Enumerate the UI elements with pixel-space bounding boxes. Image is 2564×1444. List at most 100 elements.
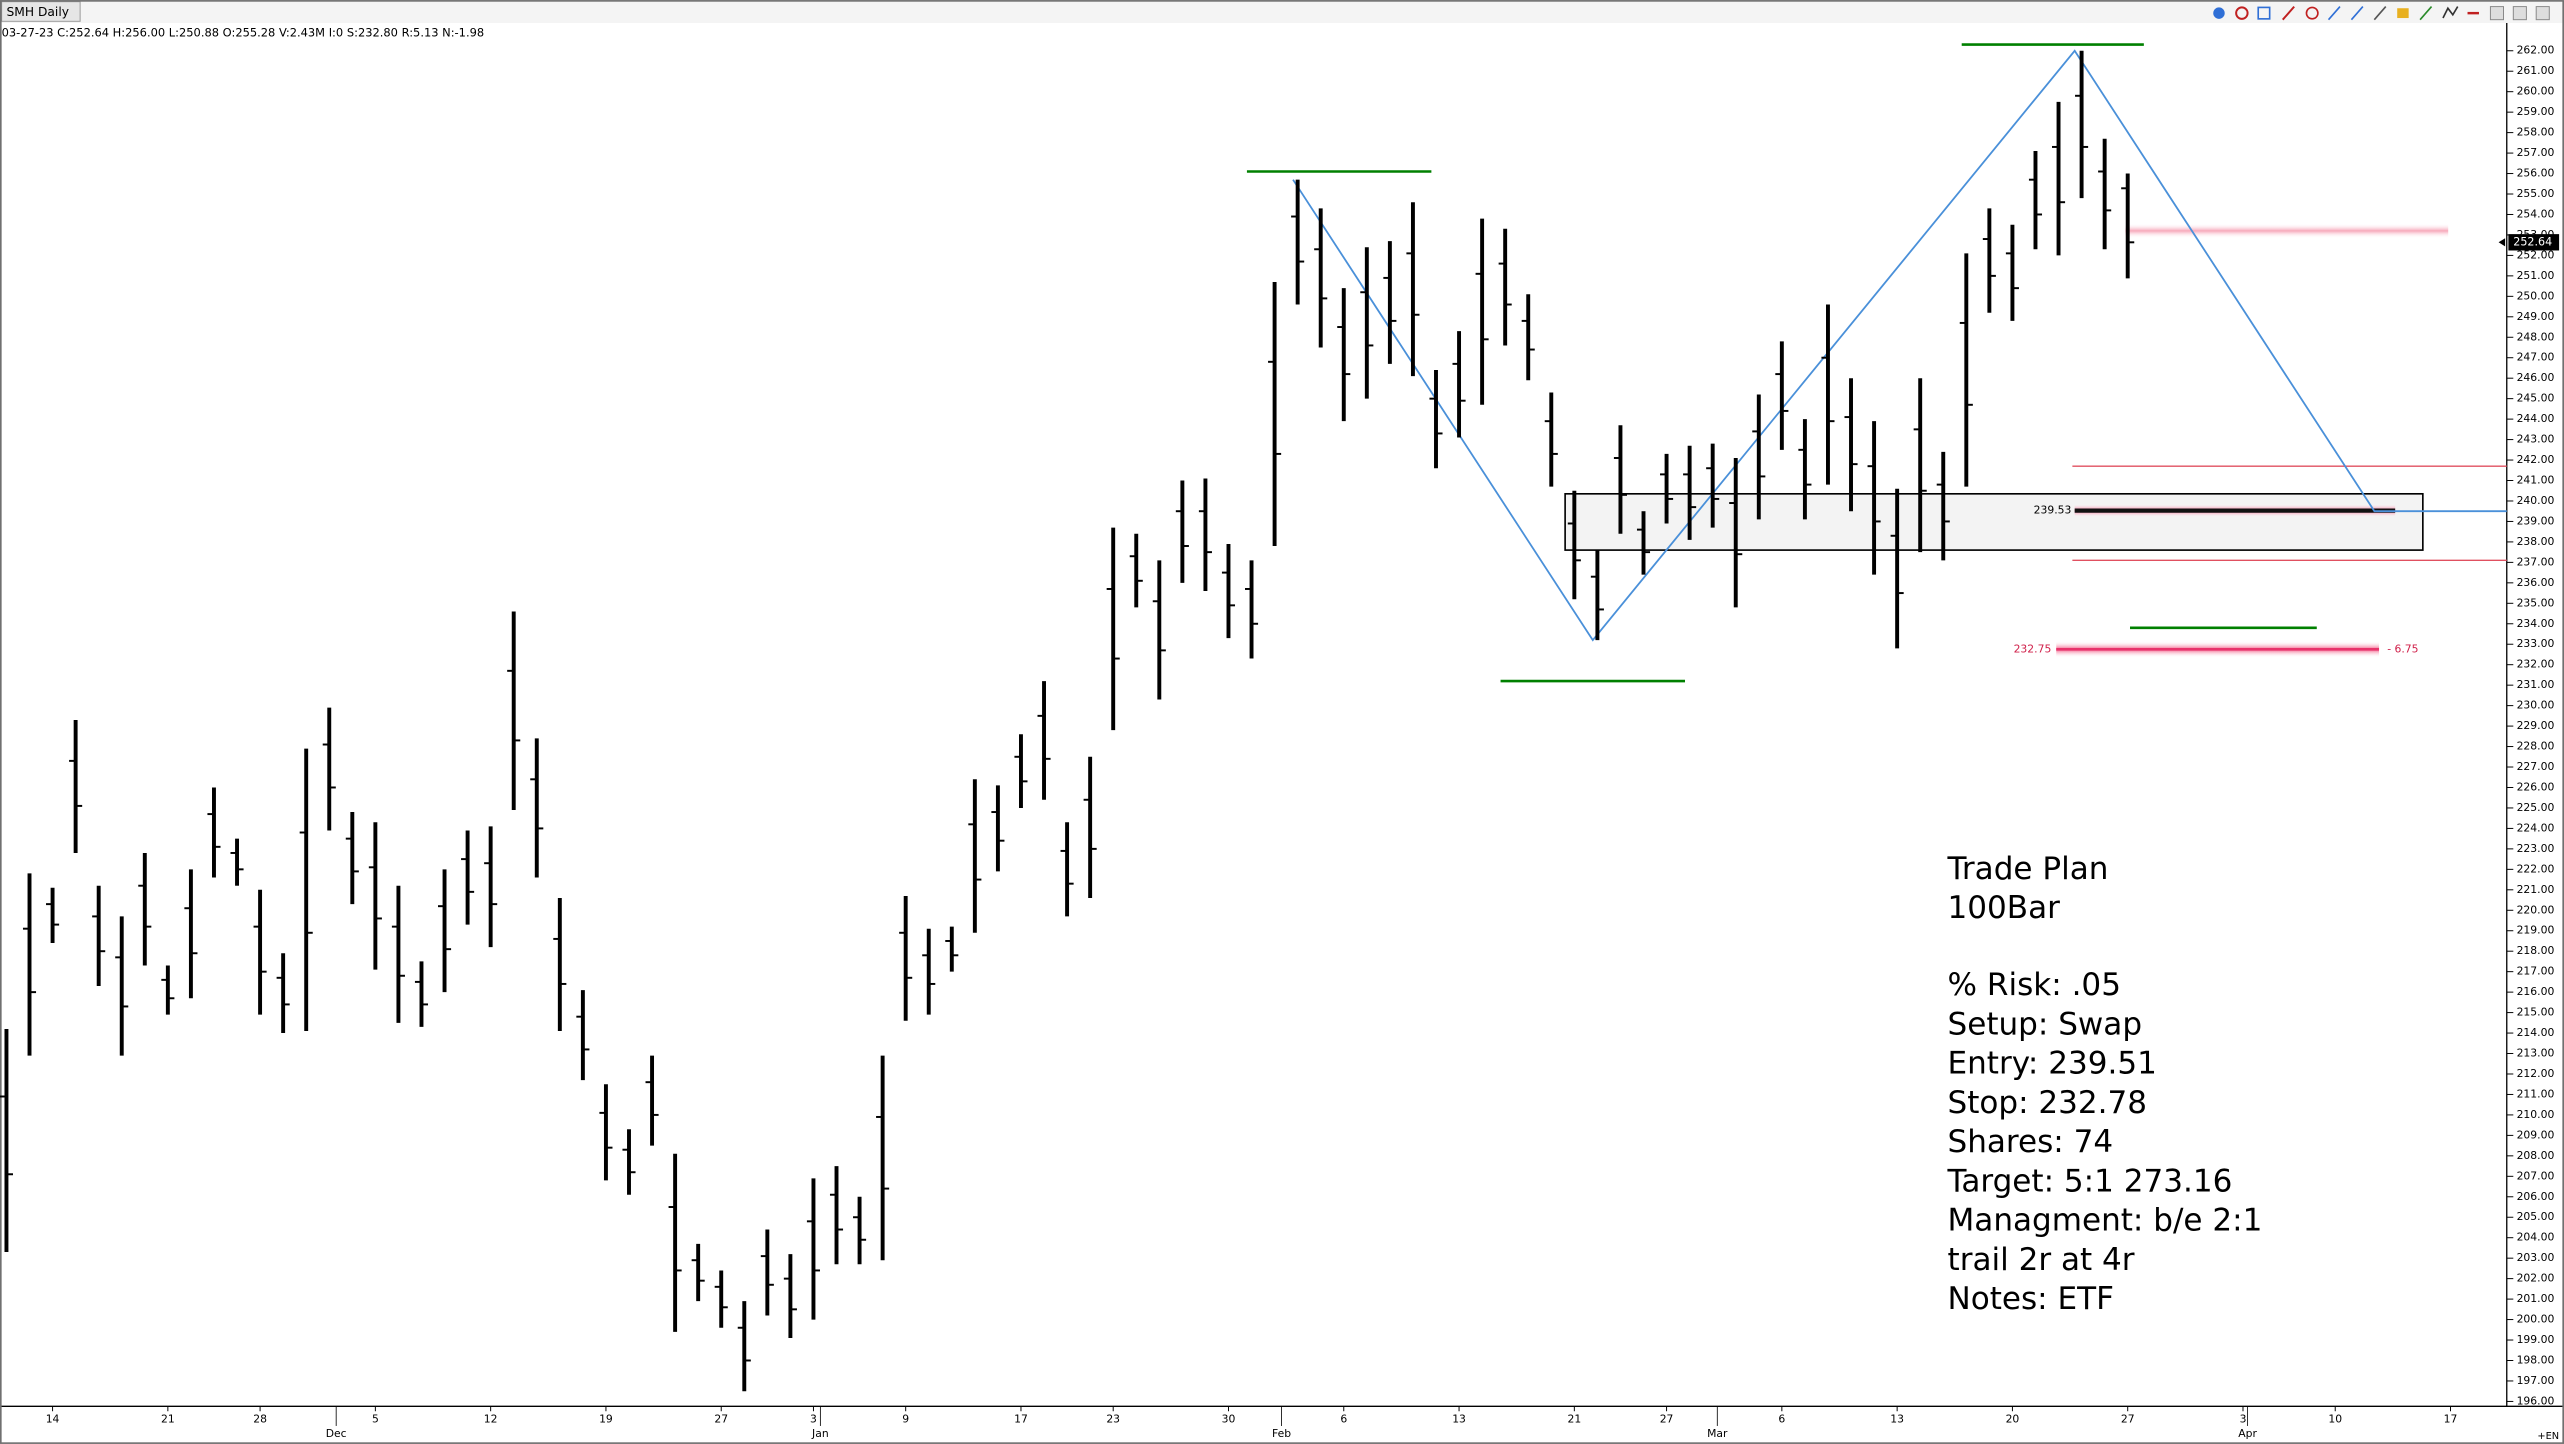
y-tick-label: 222.00 — [2517, 862, 2555, 875]
entry-zone — [1564, 492, 2424, 551]
x-tick-label: 17 — [2444, 1412, 2458, 1425]
x-tick-label: 9 — [902, 1412, 909, 1425]
x-tick-label: 28 — [253, 1412, 267, 1425]
y-tick-label: 237.00 — [2517, 555, 2555, 568]
y-tick-label: 230.00 — [2517, 699, 2555, 712]
y-tick-label: 223.00 — [2517, 842, 2555, 855]
tool-icon[interactable] — [2327, 6, 2341, 21]
y-tick-label: 234.00 — [2517, 617, 2555, 630]
y-tick-label: 251.00 — [2517, 269, 2555, 282]
tool-icon[interactable] — [2419, 6, 2433, 21]
x-tick-label: 17 — [1014, 1412, 1028, 1425]
x-tick-label: 14 — [46, 1412, 60, 1425]
x-tick-label: 10 — [2328, 1412, 2342, 1425]
last-price-box — [2508, 234, 2560, 251]
month-label: Feb — [1272, 1427, 1291, 1440]
x-tick-label: 6 — [1340, 1412, 1347, 1425]
y-tick-label: 246.00 — [2517, 371, 2555, 384]
x-tick-label: 21 — [161, 1412, 175, 1425]
y-tick-label: 225.00 — [2517, 801, 2555, 814]
trade-plan-line: Target: 5:1 273.16 — [1947, 1163, 2233, 1199]
y-tick-label: 241.00 — [2517, 474, 2555, 487]
tool-icon[interactable] — [2373, 6, 2387, 21]
y-tick-label: 252.00 — [2517, 248, 2555, 261]
y-tick-label: 204.00 — [2517, 1231, 2555, 1244]
tool-icon[interactable] — [2235, 6, 2249, 20]
last-price-label: 252.64 — [2513, 235, 2552, 248]
tool-icon[interactable] — [2305, 6, 2319, 20]
tool-icon[interactable] — [2397, 8, 2409, 19]
y-tick-label: 218.00 — [2517, 944, 2555, 957]
tool-icon[interactable] — [2282, 5, 2295, 21]
y-tick-label: 224.00 — [2517, 821, 2555, 834]
y-tick-label: 221.00 — [2517, 883, 2555, 896]
y-tick-label: 220.00 — [2517, 903, 2555, 916]
y-tick-label: 249.00 — [2517, 310, 2555, 323]
y-tick-label: 227.00 — [2517, 760, 2555, 773]
x-tick-label: 12 — [484, 1412, 498, 1425]
tool-icon[interactable] — [2350, 6, 2364, 21]
trade-plan-line: Trade Plan — [1947, 851, 2109, 887]
y-tick-label: 248.00 — [2517, 330, 2555, 343]
month-label: Apr — [2238, 1427, 2257, 1440]
y-tick-label: 211.00 — [2517, 1087, 2555, 1100]
y-tick-label: 216.00 — [2517, 985, 2555, 998]
y-tick-label: 250.00 — [2517, 289, 2555, 302]
x-tick-label: 27 — [714, 1412, 728, 1425]
x-tick-label: 19 — [599, 1412, 613, 1425]
month-label: Dec — [326, 1427, 347, 1440]
y-tick-label: 240.00 — [2517, 494, 2555, 507]
trade-plan-line: Notes: ETF — [1948, 1281, 2114, 1317]
y-tick-label: 232.00 — [2517, 658, 2555, 671]
y-tick-label: 254.00 — [2517, 207, 2555, 220]
y-tick-label: 258.00 — [2517, 126, 2555, 139]
x-tick-label: 23 — [1106, 1412, 1120, 1425]
title-strip — [0, 0, 2564, 23]
zigzag-line — [1292, 49, 2507, 642]
axes: 196.00 197.00 198.00 199.00 200.00 201.00 202.… — [46, 44, 2560, 1442]
x-tick-label: 27 — [2121, 1412, 2135, 1425]
chart-title: SMH Daily — [7, 5, 69, 19]
y-tick-label: 200.00 — [2517, 1313, 2555, 1326]
tool-icon[interactable] — [2442, 6, 2459, 19]
y-tick-label: 212.00 — [2517, 1067, 2555, 1080]
tool-icon[interactable] — [2213, 7, 2225, 19]
y-tick-label: 236.00 — [2517, 576, 2555, 589]
y-tick-label: 196.00 — [2517, 1394, 2555, 1407]
trade-plan-line: Managment: b/e 2:1 — [1948, 1203, 2263, 1239]
trade-plan-line: trail 2r at 4r — [1948, 1242, 2135, 1278]
y-tick-label: 197.00 — [2517, 1374, 2555, 1387]
y-tick-label: 226.00 — [2517, 780, 2555, 793]
window-button[interactable] — [2535, 6, 2550, 21]
y-tick-label: 235.00 — [2517, 596, 2555, 609]
trade-plan-line: 100Bar — [1948, 890, 2061, 926]
target-band — [2125, 223, 2449, 239]
y-tick-label: 244.00 — [2517, 412, 2555, 425]
stop-note: - 6.75 — [2387, 642, 2418, 655]
tool-icon[interactable] — [2257, 6, 2271, 20]
x-tick-label: 21 — [1567, 1412, 1581, 1425]
y-tick-label: 245.00 — [2517, 392, 2555, 405]
window-button[interactable] — [2512, 6, 2527, 21]
y-tick-label: 231.00 — [2517, 678, 2555, 691]
corner-label: +EN — [2537, 1431, 2559, 1442]
last-price-arrow — [2498, 238, 2506, 247]
y-tick-label: 262.00 — [2517, 44, 2555, 57]
y-tick-label: 243.00 — [2517, 433, 2555, 446]
y-tick-label: 242.00 — [2517, 453, 2555, 466]
y-tick-label: 206.00 — [2517, 1190, 2555, 1203]
month-label: Jan — [811, 1427, 829, 1440]
y-tick-label: 257.00 — [2517, 146, 2555, 159]
y-tick-label: 219.00 — [2517, 924, 2555, 937]
x-tick-label: 5 — [372, 1412, 379, 1425]
trade-plan-line: Shares: 74 — [1948, 1124, 2114, 1160]
window-button[interactable] — [2489, 6, 2504, 21]
y-tick-label: 208.00 — [2517, 1149, 2555, 1162]
x-tick-label: 27 — [1660, 1412, 1674, 1425]
y-tick-label: 203.00 — [2517, 1251, 2555, 1264]
y-tick-label: 213.00 — [2517, 1047, 2555, 1060]
x-tick-label: 20 — [2006, 1412, 2020, 1425]
y-tick-label: 215.00 — [2517, 1006, 2555, 1019]
